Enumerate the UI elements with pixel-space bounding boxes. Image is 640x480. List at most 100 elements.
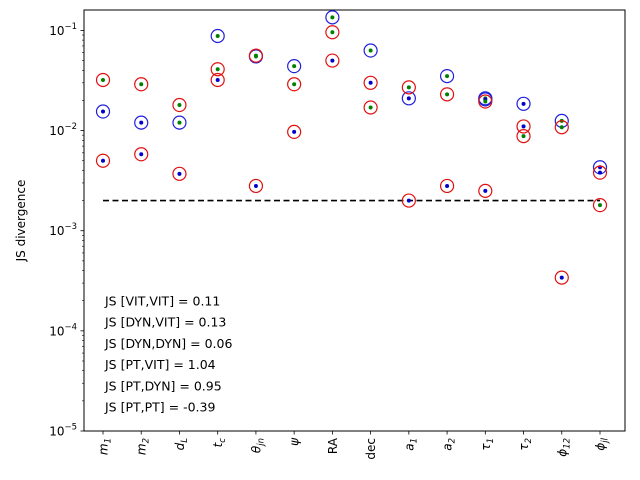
data-point-ring	[95, 72, 111, 88]
data-point-ring	[516, 96, 531, 111]
y-tick-label: 10−1	[49, 22, 77, 38]
data-point-ring	[439, 178, 455, 194]
data-point-dot	[445, 74, 450, 79]
data-point-ring	[592, 198, 608, 213]
data-point-ring	[363, 75, 378, 90]
data-point-dot	[445, 183, 450, 188]
data-point-dot	[406, 85, 411, 90]
data-point-ring	[363, 100, 378, 115]
data-point-dot	[330, 30, 335, 35]
data-point-dot	[445, 92, 450, 97]
data-point-dot	[139, 152, 144, 157]
data-point-dot	[177, 171, 182, 176]
data-point-ring	[134, 115, 149, 130]
data-point-ring	[210, 62, 225, 77]
data-point-dot	[292, 129, 297, 134]
data-point-ring	[478, 183, 493, 198]
data-point-dot	[406, 96, 411, 101]
data-point-dot	[139, 82, 144, 87]
data-point-dot	[101, 77, 105, 82]
data-point-ring	[554, 120, 569, 135]
data-point-ring	[401, 91, 416, 106]
data-point-ring	[478, 94, 493, 109]
data-point-ring	[210, 28, 225, 44]
data-point-dot	[368, 48, 373, 53]
data-point-dot	[521, 134, 526, 139]
data-point-ring	[439, 87, 455, 102]
data-point-ring	[401, 193, 416, 208]
plot-area	[83, 9, 626, 432]
data-point-ring	[287, 77, 302, 92]
data-point-ring	[248, 178, 264, 194]
data-point-dot	[330, 58, 335, 63]
x-tick-label: τ2	[517, 438, 534, 451]
data-point-ring	[248, 48, 264, 63]
data-point-dot	[483, 99, 488, 104]
data-point-dot	[215, 77, 220, 82]
x-tick-label: ϕjl	[594, 437, 611, 450]
data-point-dot	[406, 198, 411, 203]
data-point-dot	[368, 80, 373, 85]
x-tick-label: RA	[326, 437, 340, 454]
data-point-dot	[598, 170, 602, 175]
js-annotation: JS [PT,VIT] = 1.04	[104, 357, 216, 372]
data-point-dot	[330, 15, 335, 20]
data-point-ring	[325, 10, 340, 25]
x-tick-label: ψ	[288, 437, 302, 446]
y-axis-label: JS divergence	[14, 180, 28, 263]
y-tick-label: 10−3	[49, 222, 77, 238]
data-point-ring	[592, 165, 608, 180]
y-tick-label: 10−2	[49, 122, 77, 138]
js-annotation: JS [PT,PT] = -0.39	[104, 400, 215, 415]
data-point-ring	[287, 59, 302, 74]
data-point-ring	[172, 97, 187, 113]
x-tick-label: ϕ12	[555, 438, 572, 457]
data-point-dot	[101, 109, 105, 114]
data-point-dot	[139, 120, 144, 125]
data-point-dot	[292, 64, 297, 69]
js-annotation: JS [VIT,VIT] = 0.11	[104, 294, 220, 309]
data-point-ring	[325, 53, 340, 68]
data-point-dot	[483, 188, 488, 193]
js-annotation: JS [PT,DYN] = 0.95	[104, 378, 222, 393]
data-point-dot	[521, 101, 526, 106]
data-point-ring	[363, 43, 378, 58]
data-point-ring	[95, 153, 111, 168]
y-tick-label: 10−4	[49, 322, 77, 338]
data-point-ring	[439, 68, 455, 84]
data-point-dot	[598, 203, 602, 208]
x-tick-label: m1	[97, 438, 114, 455]
data-point-dot	[253, 53, 258, 58]
data-point-ring	[134, 147, 149, 162]
data-point-dot	[559, 125, 564, 130]
x-tick-label: τ1	[479, 438, 496, 451]
x-tick-label: dL	[173, 438, 190, 451]
data-point-dot	[101, 158, 105, 163]
data-point-dot	[559, 275, 564, 280]
x-tick-label: m2	[135, 438, 152, 455]
data-point-ring	[516, 119, 531, 134]
x-tick-label: a2	[441, 438, 458, 451]
js-annotation: JS [DYN,DYN] = 0.06	[104, 336, 232, 351]
data-point-ring	[172, 166, 187, 181]
x-tick-label: θjn	[249, 438, 266, 453]
x-tick-label: a1	[402, 438, 419, 451]
data-point-dot	[521, 124, 526, 129]
data-point-dot	[292, 82, 297, 87]
data-point-ring	[325, 25, 340, 40]
data-point-dot	[253, 183, 258, 188]
data-point-dot	[215, 34, 220, 39]
data-point-dot	[177, 103, 182, 108]
x-tick-label: dec	[364, 438, 378, 460]
y-tick-label: 10−5	[49, 423, 77, 439]
data-point-ring	[516, 129, 531, 144]
data-point-ring	[401, 80, 416, 95]
js-annotation: JS [DYN,VIT] = 0.13	[104, 315, 226, 330]
data-point-ring	[134, 77, 149, 92]
data-point-ring	[95, 104, 111, 119]
data-point-ring	[287, 124, 302, 140]
data-point-ring	[554, 270, 569, 285]
data-point-ring	[172, 115, 187, 130]
data-point-dot	[368, 105, 373, 110]
